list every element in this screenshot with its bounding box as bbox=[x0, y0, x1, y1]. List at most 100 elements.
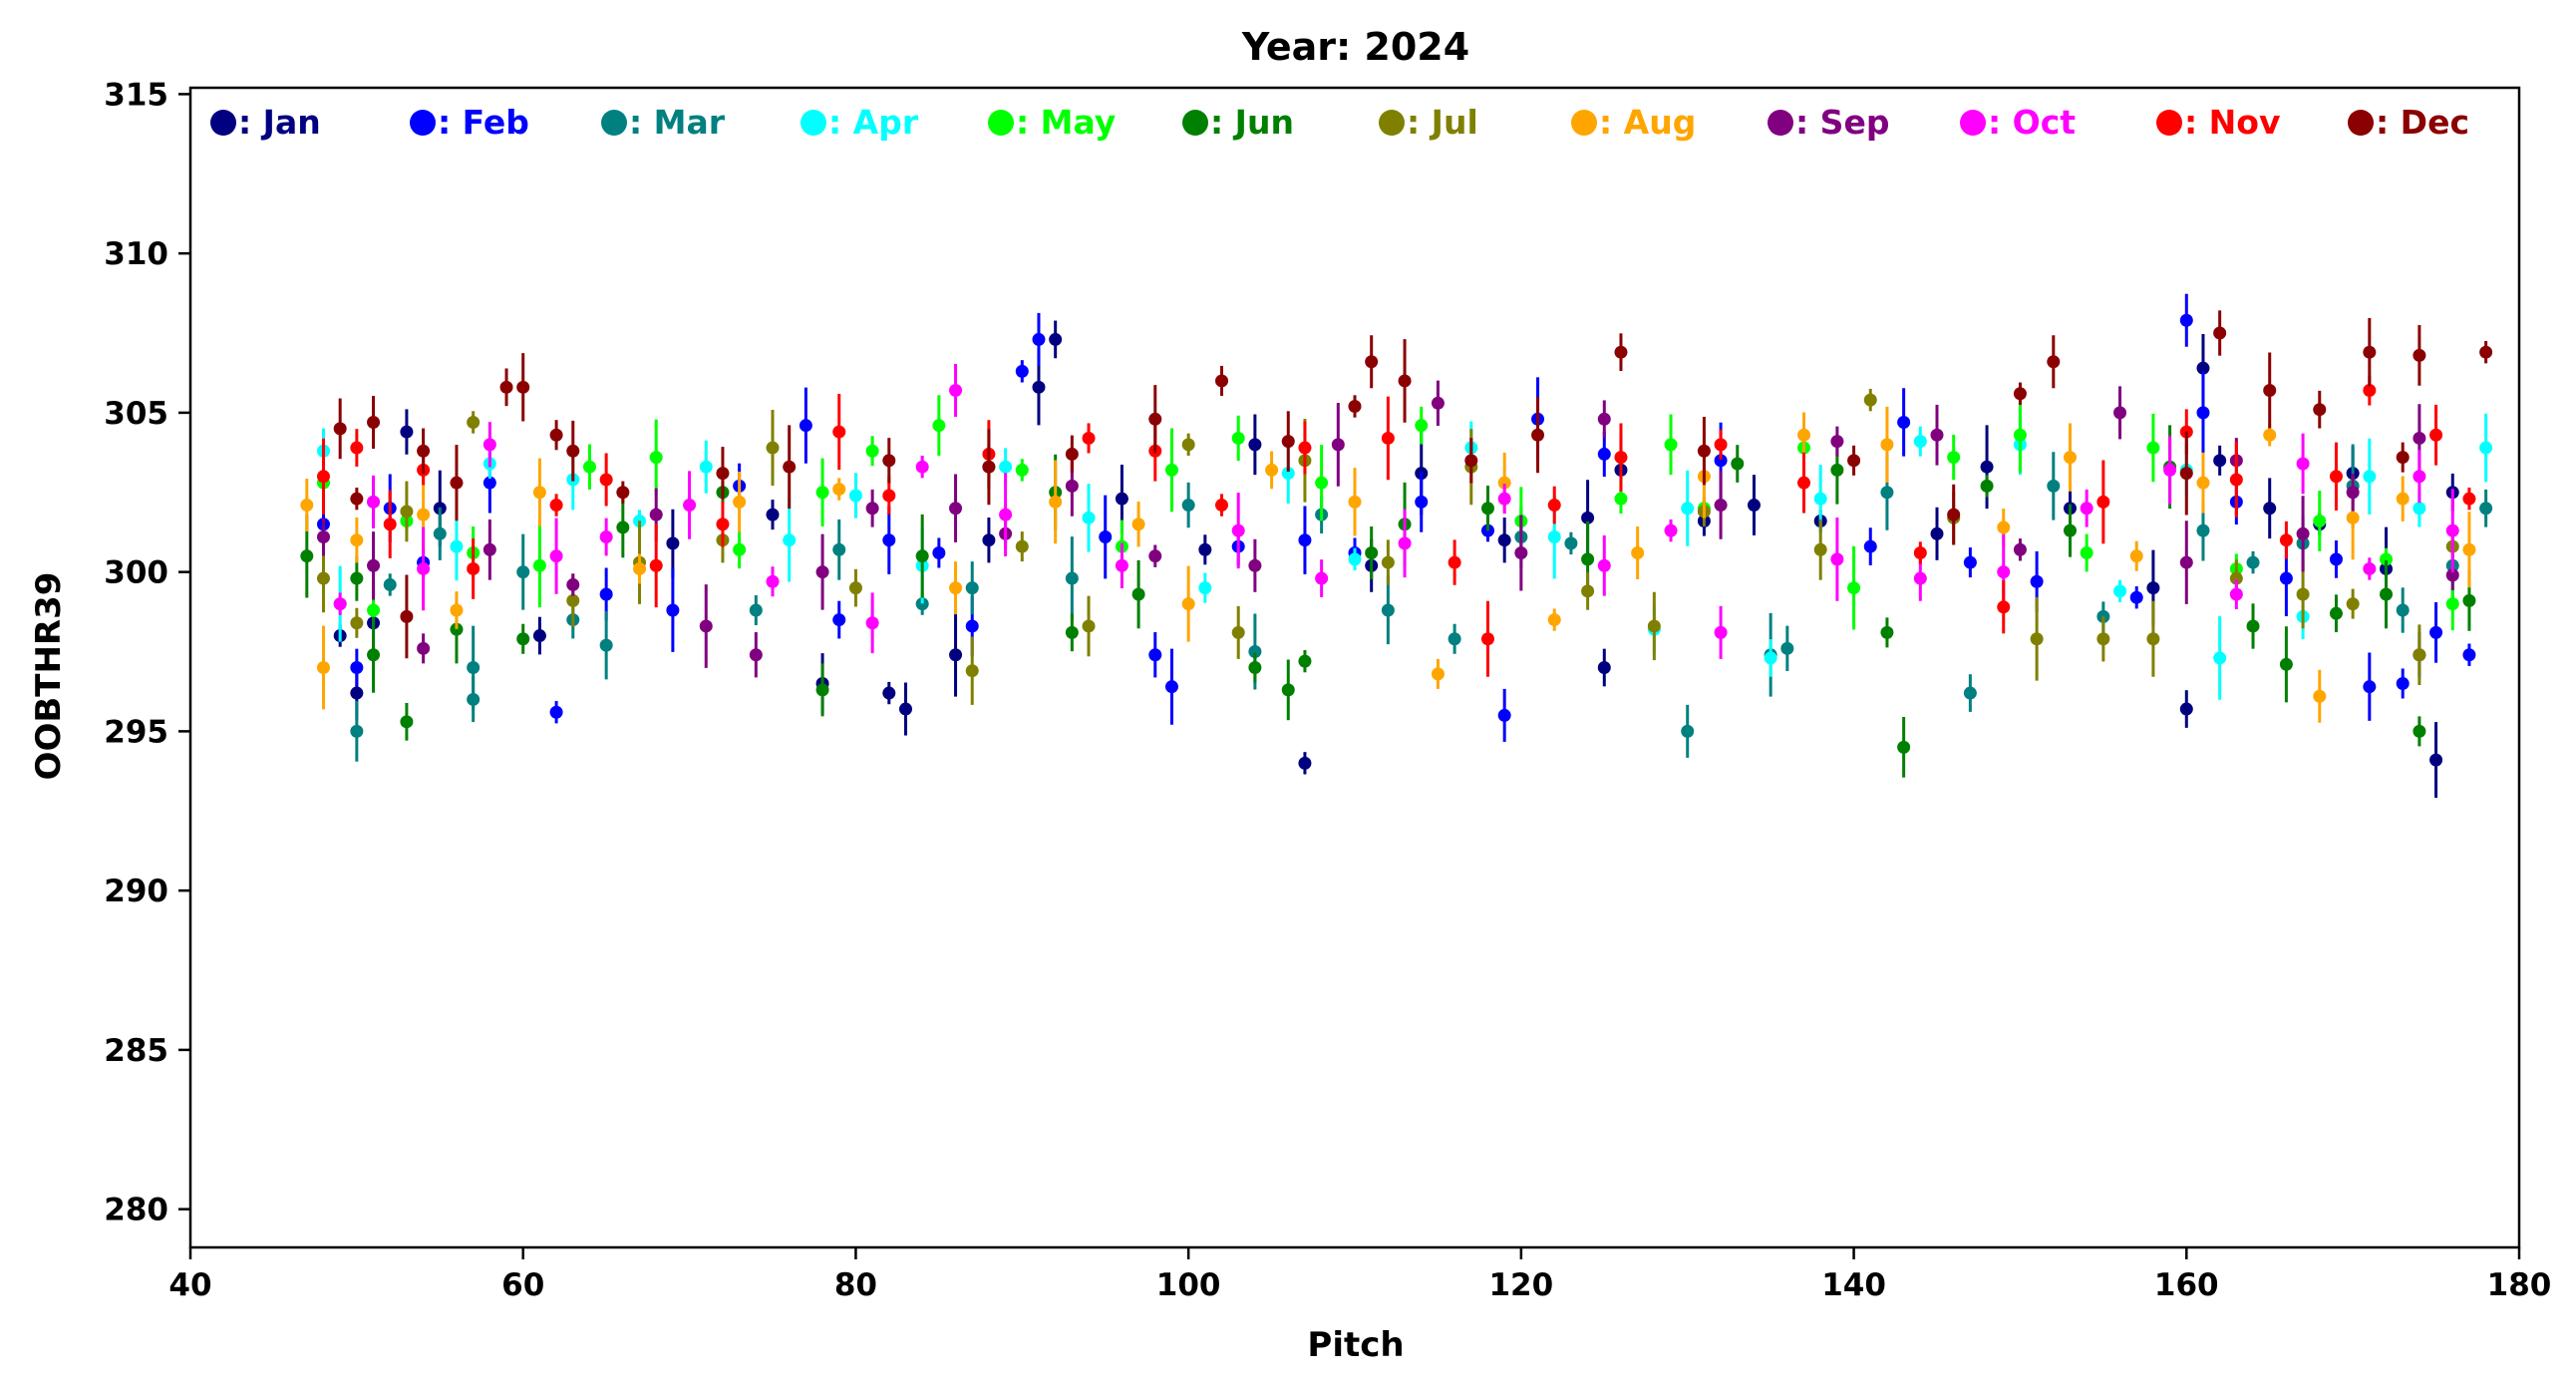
data-point bbox=[1880, 625, 1894, 639]
data-point bbox=[532, 629, 546, 643]
y-tick-label: 300 bbox=[104, 555, 168, 591]
legend-label: : Aug bbox=[1599, 103, 1696, 142]
data-point bbox=[450, 622, 464, 636]
data-point bbox=[1032, 332, 1046, 346]
data-point bbox=[1215, 499, 1229, 513]
data-point bbox=[1930, 526, 1944, 540]
data-point bbox=[1381, 603, 1395, 617]
data-point bbox=[1897, 740, 1911, 754]
data-point bbox=[483, 438, 496, 452]
data-point bbox=[1597, 412, 1611, 426]
data-point bbox=[716, 518, 730, 531]
data-point bbox=[949, 648, 963, 662]
y-tick-label: 290 bbox=[104, 873, 168, 909]
data-point bbox=[1065, 479, 1079, 493]
data-point bbox=[1597, 661, 1611, 674]
data-point bbox=[1248, 438, 1262, 452]
data-point bbox=[949, 384, 963, 398]
legend: : Jan: Feb: Mar: Apr: May: Jun: Jul: Aug… bbox=[210, 103, 2469, 142]
data-point bbox=[2146, 632, 2160, 646]
data-point bbox=[1115, 558, 1128, 572]
data-point bbox=[1597, 447, 1611, 461]
data-point bbox=[965, 619, 979, 633]
data-point bbox=[566, 577, 580, 591]
data-point bbox=[549, 549, 563, 563]
legend-label: : Mar bbox=[629, 103, 726, 142]
data-point bbox=[716, 467, 730, 481]
data-point bbox=[815, 486, 829, 500]
data-point bbox=[1813, 492, 1827, 506]
data-point bbox=[2013, 428, 2027, 442]
data-point bbox=[2163, 463, 2177, 477]
data-point bbox=[499, 380, 513, 394]
data-point bbox=[2213, 454, 2227, 468]
data-point bbox=[1997, 600, 2011, 614]
data-point bbox=[1448, 632, 1461, 646]
series-oct bbox=[333, 364, 2459, 659]
data-point bbox=[2313, 515, 2327, 528]
data-point bbox=[1614, 345, 1628, 359]
data-point bbox=[1947, 508, 1961, 522]
data-point bbox=[1847, 454, 1861, 468]
x-tick-label: 120 bbox=[1488, 1267, 1553, 1303]
data-point bbox=[949, 581, 963, 595]
data-point bbox=[2129, 590, 2143, 604]
data-point bbox=[2229, 571, 2243, 585]
data-point bbox=[2329, 606, 2343, 620]
data-point bbox=[1631, 545, 1645, 559]
data-point bbox=[1547, 613, 1561, 627]
data-point bbox=[1298, 441, 1312, 455]
data-point bbox=[2363, 384, 2377, 398]
data-point bbox=[815, 565, 829, 579]
data-point bbox=[1365, 355, 1379, 369]
data-point bbox=[1398, 536, 1412, 550]
data-point bbox=[2296, 457, 2310, 471]
data-point bbox=[450, 476, 464, 490]
data-point bbox=[467, 661, 481, 674]
data-point bbox=[1348, 552, 1362, 566]
data-point bbox=[1714, 499, 1728, 513]
data-point bbox=[516, 380, 530, 394]
data-point bbox=[2030, 574, 2044, 588]
data-point bbox=[1731, 457, 1745, 471]
x-tick-label: 160 bbox=[2154, 1267, 2219, 1303]
data-point bbox=[417, 641, 431, 655]
data-point bbox=[2380, 552, 2394, 566]
legend-marker bbox=[1379, 110, 1405, 136]
data-point bbox=[1614, 451, 1628, 465]
data-point bbox=[367, 558, 381, 572]
data-point bbox=[2196, 523, 2210, 537]
data-point bbox=[2413, 470, 2426, 484]
data-point bbox=[1980, 479, 1994, 493]
data-point bbox=[532, 486, 546, 500]
data-point bbox=[316, 470, 330, 484]
data-point bbox=[832, 483, 846, 497]
data-point bbox=[2013, 387, 2027, 401]
data-point bbox=[1315, 571, 1329, 585]
data-point bbox=[2129, 549, 2143, 563]
data-point bbox=[2462, 542, 2476, 556]
legend-marker bbox=[1182, 110, 1208, 136]
data-point bbox=[749, 648, 763, 662]
data-point bbox=[1797, 428, 1811, 442]
data-point bbox=[1697, 444, 1711, 458]
data-point bbox=[450, 603, 464, 617]
data-point bbox=[2096, 495, 2110, 509]
data-point bbox=[316, 661, 330, 674]
data-point bbox=[882, 686, 896, 700]
data-point bbox=[2030, 632, 2044, 646]
data-point bbox=[400, 425, 414, 439]
data-point bbox=[2346, 597, 2360, 611]
data-point bbox=[2413, 648, 2426, 662]
data-point bbox=[350, 492, 364, 506]
data-point bbox=[733, 495, 747, 509]
data-point bbox=[1564, 536, 1578, 550]
data-point bbox=[1215, 374, 1229, 388]
data-point bbox=[2047, 355, 2061, 369]
data-point bbox=[483, 542, 496, 556]
data-point bbox=[300, 549, 314, 563]
data-point bbox=[1947, 451, 1961, 465]
data-point bbox=[1082, 511, 1096, 524]
data-point bbox=[1497, 476, 1511, 490]
legend-marker bbox=[2348, 110, 2374, 136]
